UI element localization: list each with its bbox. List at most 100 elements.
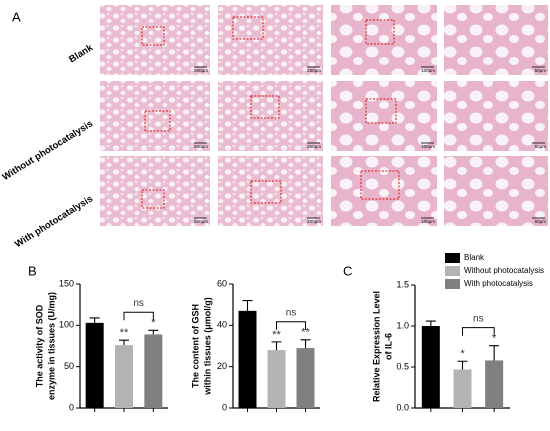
legend-swatch — [445, 266, 460, 276]
zoom-box — [250, 95, 280, 119]
scale-bar-label: 500μm — [194, 144, 208, 149]
scale-bar-label: 50μm — [535, 144, 547, 149]
error-bar — [457, 360, 468, 370]
y-tick-label: 150 — [59, 278, 74, 288]
bracket — [123, 311, 154, 321]
histology-image — [100, 81, 210, 151]
y-tick-label: 50 — [64, 361, 74, 371]
significance-label: ** — [301, 327, 310, 339]
image-overlay — [331, 156, 437, 226]
bar — [296, 348, 315, 408]
panel-label: B — [28, 263, 37, 278]
histology-image — [444, 81, 548, 151]
bar — [144, 334, 163, 408]
image-overlay — [218, 156, 323, 226]
y-tick-label: 1.0 — [396, 320, 409, 330]
bracket-label: ns — [133, 298, 144, 309]
zoom-box — [360, 170, 400, 200]
bracket-label: ns — [473, 313, 484, 324]
bar — [238, 310, 257, 408]
significance-label: * — [492, 333, 497, 345]
legend-label: Without photocatalysis — [464, 266, 544, 275]
image-overlay — [331, 5, 437, 75]
bar — [453, 369, 472, 408]
scale-bar-label: 500μm — [194, 219, 208, 224]
histology-image — [444, 5, 548, 75]
histology-image — [100, 156, 210, 226]
scale-bar-label: 500μm — [194, 68, 208, 73]
y-axis-label: of IL-6 — [383, 333, 393, 360]
legend-label: With photocatalysis — [464, 279, 533, 288]
y-axis-label: Relative Expression Level — [371, 291, 381, 402]
bracket-label: ns — [286, 307, 297, 318]
legend-label: Blank — [464, 253, 485, 262]
significance-label: ** — [120, 327, 129, 339]
scale-bar-label: 100μm — [421, 68, 435, 73]
bar — [85, 322, 104, 408]
zoom-box — [141, 189, 165, 209]
histology-image — [218, 81, 323, 151]
image-overlay — [218, 81, 323, 151]
error-bar — [242, 299, 253, 311]
image-overlay — [444, 5, 548, 75]
image-overlay — [100, 5, 210, 75]
image-overlay — [218, 5, 323, 75]
zoom-box — [232, 16, 264, 40]
significance-label: * — [151, 317, 156, 329]
bracket — [462, 327, 495, 336]
y-tick-label: 0 — [222, 402, 227, 412]
image-overlay — [444, 81, 548, 151]
error-bar — [119, 339, 129, 346]
scale-bar-label: 250μm — [307, 68, 321, 73]
bracket — [276, 321, 306, 330]
zoom-box — [365, 98, 397, 124]
error-bar — [425, 320, 436, 326]
bar — [267, 350, 286, 408]
y-axis-label: The content of GSH — [190, 304, 200, 388]
significance-label: ** — [272, 329, 281, 341]
panel-label: A — [12, 9, 21, 24]
y-tick-label: 60 — [217, 278, 227, 288]
row-label: Without photocatalysis — [1, 118, 95, 183]
y-tick-label: 0 — [69, 402, 74, 412]
histology-image — [444, 156, 548, 226]
zoom-box — [144, 110, 171, 132]
zoom-box — [365, 19, 395, 45]
bar — [421, 326, 440, 408]
image-overlay — [331, 81, 437, 151]
histology-image — [331, 156, 437, 226]
image-overlay — [100, 81, 210, 151]
significance-label: * — [460, 348, 465, 360]
y-axis-label: enzyme in tissues (U/mg) — [46, 292, 56, 400]
y-axis-label: within tissues (μmol/g) — [202, 297, 212, 396]
legend-swatch — [445, 253, 460, 263]
histology-image — [218, 156, 323, 226]
scale-bar-label: 250μm — [307, 144, 321, 149]
y-tick-label: 0.0 — [396, 402, 409, 412]
bar — [485, 360, 504, 408]
scale-bar-label: 50μm — [535, 219, 547, 224]
error-bar — [300, 339, 311, 349]
image-overlay — [444, 156, 548, 226]
scale-bar-label: 250μm — [307, 219, 321, 224]
scale-bar-label: 100μm — [421, 144, 435, 149]
error-bar — [148, 329, 159, 335]
legend-swatch — [445, 279, 460, 289]
y-tick-label: 0.5 — [396, 361, 409, 371]
image-overlay — [100, 156, 210, 226]
histology-image — [100, 5, 210, 75]
scale-bar-label: 100μm — [421, 219, 435, 224]
row-label: With photocatalysis — [13, 193, 95, 250]
histology-image — [331, 5, 437, 75]
zoom-box — [250, 180, 282, 204]
y-tick-label: 40 — [217, 320, 227, 330]
bar — [115, 345, 133, 408]
error-bar — [89, 317, 100, 323]
y-tick-label: 20 — [217, 361, 227, 371]
zoom-box — [141, 26, 165, 46]
scale-bar-label: 50μm — [535, 68, 547, 73]
panel-label: C — [343, 263, 352, 278]
row-label: Blank — [67, 42, 95, 65]
histology-image — [218, 5, 323, 75]
